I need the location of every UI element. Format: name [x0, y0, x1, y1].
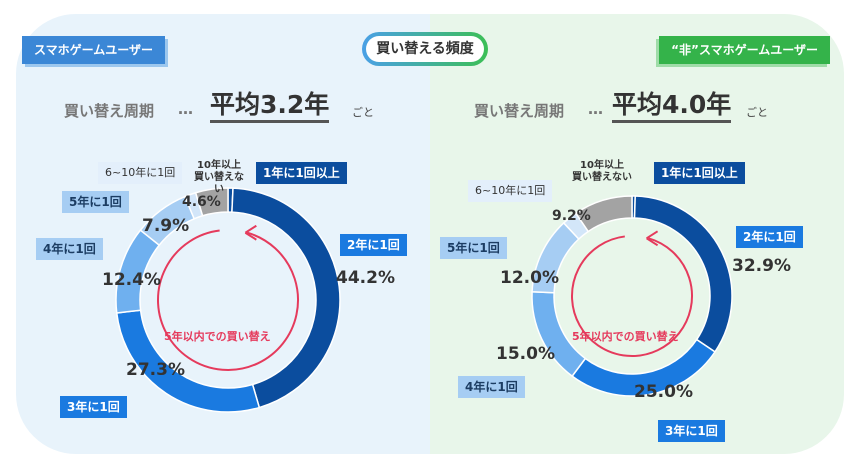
right-pct-4y: 15.0% [496, 344, 555, 364]
left-arrow-head-icon [244, 224, 257, 241]
left-cat-10y-plus: 10年以上 買い替えない [194, 160, 244, 195]
center-title: 買い替える頻度 [362, 32, 488, 66]
left-pct-4y: 12.4% [102, 270, 161, 290]
right-inner-label: 5年以内での買い替え [572, 330, 679, 343]
smartphone-gamer-tag: スマホゲームユーザー [22, 36, 166, 64]
left-average: 平均3.2年 [210, 90, 330, 123]
left-dots: … [178, 100, 193, 118]
right-pct-10y-plus: 9.2% [552, 208, 591, 224]
right-pct-3y: 25.0% [634, 382, 693, 402]
right-pct-5y: 12.0% [500, 268, 559, 288]
right-cat-3y: 3年に1回 [658, 420, 725, 442]
left-segment-10y-plus [194, 187, 229, 217]
left-segment-2y [231, 187, 341, 409]
left-cat-3y: 3年に1回 [60, 396, 127, 418]
left-pct-3y: 27.3% [126, 360, 185, 380]
left-cycle-label: 買い替え周期 [64, 102, 155, 120]
left-cat-2y: 2年に1回 [340, 234, 407, 256]
right-cat-5y: 5年に1回 [440, 237, 507, 259]
right-suffix: ごと [746, 106, 768, 119]
left-inner-label: 5年以内での買い替え [164, 330, 271, 343]
right-pct-2y: 32.9% [732, 256, 791, 276]
left-pct-5y: 7.9% [142, 216, 190, 236]
left-cat-1y: 1年に1回以上 [256, 162, 347, 184]
left-suffix: ごと [352, 106, 374, 119]
right-cat-4y: 4年に1回 [458, 376, 525, 398]
right-cycle-arrow [571, 235, 693, 357]
right-cat-1y: 1年に1回以上 [654, 162, 745, 184]
right-arrow-head-icon [646, 230, 659, 247]
right-average: 平均4.0年 [612, 90, 732, 123]
non-smartphone-gamer-tag: “非”スマホゲームユーザー [659, 36, 830, 64]
right-cat-6-10y: 6~10年に1回 [468, 180, 553, 202]
left-pct-10y-plus: 4.6% [182, 194, 221, 210]
left-pct-2y: 44.2% [336, 268, 395, 288]
right-cat-10y-plus: 10年以上 買い替えない [572, 160, 632, 183]
right-dots: … [588, 100, 603, 118]
left-cat-4y: 4年に1回 [36, 238, 103, 260]
right-cycle-label: 買い替え周期 [474, 102, 565, 120]
right-cat-2y: 2年に1回 [736, 226, 803, 248]
left-cat-5y: 5年に1回 [62, 191, 129, 213]
left-cycle-arrow [157, 229, 299, 371]
right-segment-10y-plus [574, 195, 633, 233]
left-cat-6-10y: 6~10年に1回 [98, 162, 183, 184]
